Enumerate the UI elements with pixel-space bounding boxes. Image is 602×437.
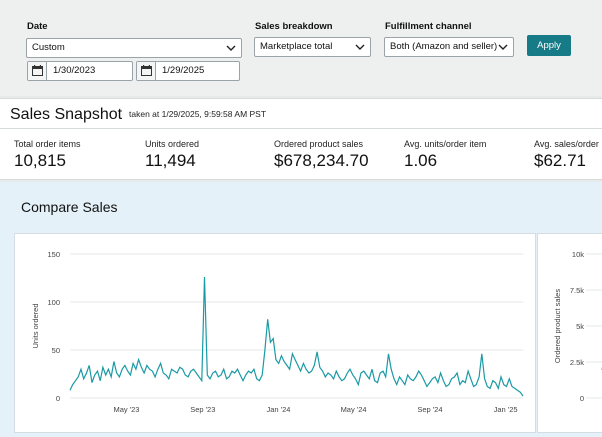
metric-label: Units ordered (145, 139, 200, 149)
x-tick-label: Sep '24 (417, 405, 442, 414)
y-tick-label: 0 (56, 394, 60, 403)
sales-breakdown-value: Marketplace total (260, 41, 333, 52)
x-tick-label: Sep '23 (190, 405, 215, 414)
units-ordered-chart: 150 100 50 0 Units ordered May '23 Sep '23 Jan … (14, 233, 536, 433)
sales-snapshot: Sales Snapshot taken at 1/29/2025, 9:59:… (0, 98, 602, 180)
metric-label: Ordered product sales (274, 139, 364, 149)
y-tick-label: 10k (572, 250, 584, 259)
metric-value: $62.71 (534, 151, 586, 170)
fulfillment-channel-select[interactable]: Both (Amazon and seller) (384, 37, 514, 57)
divider (0, 128, 602, 129)
metric-label: Avg. units/order item (404, 139, 487, 149)
apply-button[interactable]: Apply (527, 35, 571, 56)
metric-value: 11,494 (145, 151, 196, 170)
metric-label: Total order items (14, 139, 81, 149)
sales-breakdown-label: Sales breakdown (255, 21, 333, 32)
x-tick-label: Jan '24 (267, 405, 291, 414)
fulfillment-channel-value: Both (Amazon and seller) (390, 41, 498, 52)
y-tick-label: 0 (580, 394, 584, 403)
date-range-select[interactable]: Custom (26, 38, 242, 58)
compare-sales-section: Compare Sales 150 100 50 0 Units ordered May … (0, 182, 602, 437)
chevron-down-icon (226, 45, 236, 51)
compare-sales-title: Compare Sales (21, 199, 118, 215)
y-tick-label: 2.5k (570, 358, 584, 367)
y-tick-label: 7.5k (570, 286, 584, 295)
metric-label: Avg. sales/order (534, 139, 599, 149)
y-axis-label: Units ordered (31, 303, 40, 348)
x-tick-label: May '23 (113, 405, 139, 414)
x-tick-label: May '24 (341, 405, 367, 414)
chevron-down-icon (498, 44, 508, 50)
fulfillment-channel-label: Fulfillment channel (385, 21, 472, 32)
units-ordered-chart-svg: 150 100 50 0 Units ordered May '23 Sep '23 Jan … (31, 250, 524, 414)
y-tick-label: 150 (47, 250, 60, 259)
sales-breakdown-select[interactable]: Marketplace total (254, 37, 371, 57)
metric-value: 1.06 (404, 151, 438, 170)
chevron-down-icon (355, 44, 365, 50)
end-date-value: 1/29/2025 (162, 65, 205, 76)
start-date-field[interactable]: 1/30/2023 (27, 61, 133, 81)
ordered-product-sales-chart: 10k 7.5k 5k 2.5k 0 Ordered product sales (537, 233, 602, 433)
snapshot-title: Sales Snapshot (10, 106, 123, 123)
y-tick-label: 100 (47, 298, 60, 307)
date-range-value: Custom (32, 42, 65, 53)
snapshot-timestamp: taken at 1/29/2025, 9:59:58 AM PST (129, 109, 267, 119)
x-tick-label: Jan '25 (494, 405, 518, 414)
end-date-field[interactable]: 1/29/2025 (136, 61, 240, 81)
y-tick-label: 50 (52, 346, 60, 355)
y-axis-label: Ordered product sales (553, 289, 562, 363)
metric-value: 10,815 (14, 151, 66, 170)
calendar-icon[interactable] (137, 62, 156, 80)
ordered-product-sales-chart-svg: 10k 7.5k 5k 2.5k 0 Ordered product sales (553, 250, 602, 403)
start-date-value: 1/30/2023 (53, 65, 96, 76)
y-tick-label: 5k (576, 322, 584, 331)
metric-value: $678,234.70 (274, 151, 369, 170)
filter-bar: Date Custom 1/30/2023 1/29/2025 Sales br… (0, 0, 602, 96)
series-line-units-ordered (69, 276, 524, 397)
date-label: Date (27, 21, 48, 32)
calendar-icon[interactable] (28, 62, 47, 80)
